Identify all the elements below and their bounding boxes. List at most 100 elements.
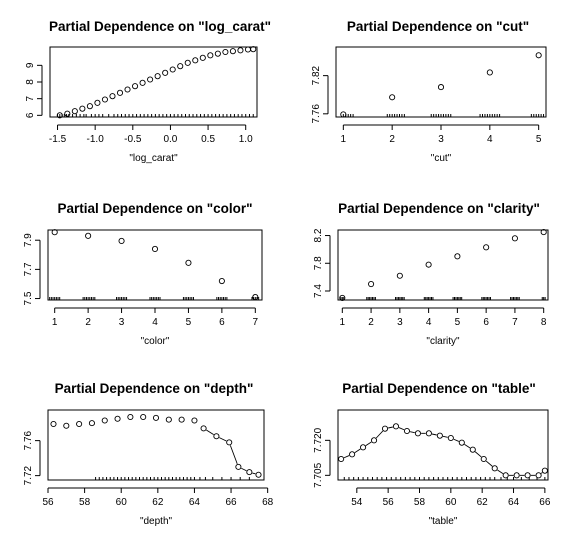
x-tick-label: 60 — [445, 497, 457, 508]
data-point — [340, 111, 347, 118]
series-line-segment — [464, 444, 471, 449]
plot-frame — [49, 46, 258, 118]
x-tick-label: 6 — [483, 317, 489, 328]
data-point — [199, 54, 206, 61]
data-point — [349, 451, 356, 458]
x-tick-label: 3 — [119, 317, 125, 328]
x-tick-label: 1.0 — [239, 134, 253, 145]
data-point — [513, 472, 520, 479]
data-point — [454, 253, 461, 260]
x-tick-label: 5 — [455, 317, 461, 328]
y-tick-label: 7.4 — [313, 284, 324, 298]
data-point — [114, 415, 121, 422]
x-tick-label: 66 — [539, 497, 551, 508]
x-tick-label: 64 — [508, 497, 520, 508]
x-tick-label: 8 — [541, 317, 547, 328]
data-point — [200, 425, 207, 432]
x-tick-label: 0.5 — [201, 134, 215, 145]
x-tick-label: 7 — [253, 317, 259, 328]
data-point — [50, 420, 57, 428]
data-point — [76, 420, 83, 428]
data-point — [139, 79, 146, 86]
x-tick-label: 4 — [487, 134, 493, 145]
x-tick-label: 66 — [225, 497, 237, 508]
y-tick-label: 7.705 — [313, 462, 324, 487]
y-tick-label: 8.2 — [313, 228, 324, 242]
series-line-segment — [241, 467, 247, 472]
y-tick-label: 6 — [25, 112, 36, 118]
series-line-segment — [365, 441, 372, 446]
x-tick-label: 3 — [438, 134, 444, 145]
data-point — [127, 413, 134, 421]
data-point — [56, 112, 63, 119]
data-point — [151, 245, 159, 253]
data-point — [165, 416, 172, 423]
x-tick-label: 5 — [186, 317, 192, 328]
series-line-segment — [398, 427, 405, 431]
data-point — [381, 425, 389, 432]
x-axis-label: "clarity" — [426, 336, 460, 347]
data-point — [447, 434, 454, 442]
y-tick-label: 7.72 — [23, 465, 34, 485]
series-line-segment — [474, 451, 482, 458]
data-point — [396, 272, 403, 279]
chart-title: Partial Dependence on "table" — [342, 381, 536, 396]
series-line-segment — [442, 435, 448, 438]
data-point — [425, 261, 432, 268]
x-tick-label: 1 — [52, 317, 58, 328]
data-point — [535, 472, 542, 479]
series-line-segment — [409, 431, 415, 434]
data-point — [101, 96, 108, 103]
chart-panel-table: Partial Dependence on "table" 54 56 58 60 62 6… — [313, 381, 551, 527]
data-point — [214, 50, 221, 57]
y-tick-label: 7.7 — [23, 262, 34, 276]
series-line-segment — [343, 455, 350, 459]
y-tick-label: 9 — [25, 62, 36, 68]
y-tick-label: 7.9 — [23, 233, 34, 247]
data-point — [64, 110, 71, 117]
x-tick-label: 2 — [368, 317, 374, 328]
data-point — [491, 465, 498, 472]
data-point — [237, 47, 244, 54]
data-point — [85, 232, 92, 239]
data-point — [118, 237, 125, 244]
data-point — [162, 69, 169, 76]
data-point — [222, 48, 229, 56]
chart-panel-log-carat: Partial Dependence on "log_carat" -1.5 -1.… — [25, 19, 271, 164]
data-point — [252, 294, 259, 301]
y-tick-label: 7.8 — [313, 256, 324, 270]
plot-frame — [47, 409, 265, 481]
chart-panel-color: Partial Dependence on "color" 1 2 3 4 5 6 7 7.5 7… — [23, 201, 263, 347]
data-point — [101, 417, 108, 424]
x-tick-label: 56 — [383, 497, 395, 508]
y-tick-label: 7.76 — [311, 104, 322, 124]
data-point — [184, 59, 191, 66]
data-point — [63, 422, 70, 429]
data-point — [511, 235, 518, 242]
y-tick-label: 7.76 — [23, 430, 34, 450]
data-point — [169, 66, 176, 73]
data-point — [370, 437, 378, 444]
x-tick-label: -1.5 — [49, 134, 67, 145]
data-point — [486, 69, 493, 76]
series-line-segment — [375, 430, 384, 439]
data-point — [458, 439, 465, 446]
series-line-segment — [354, 448, 361, 453]
x-axis-label: "cut" — [431, 153, 452, 164]
x-axis-label: "depth" — [140, 516, 173, 527]
series-line-segment — [388, 426, 393, 429]
y-tick-label: 7.720 — [313, 427, 324, 452]
data-point — [116, 89, 124, 96]
y-tick-label: 7.5 — [23, 291, 34, 305]
data-point — [414, 430, 421, 437]
data-point — [147, 76, 154, 83]
x-tick-label: 3 — [397, 317, 403, 328]
chart-title: Partial Dependence on "color" — [57, 201, 252, 216]
x-axis-label: "table" — [429, 516, 458, 527]
chart-title: Partial Dependence on "clarity" — [338, 201, 540, 216]
data-point — [71, 108, 78, 115]
x-tick-label: 7 — [512, 317, 518, 328]
x-tick-label: -0.5 — [124, 134, 142, 145]
data-point — [140, 413, 147, 421]
x-tick-label: 62 — [152, 497, 164, 508]
